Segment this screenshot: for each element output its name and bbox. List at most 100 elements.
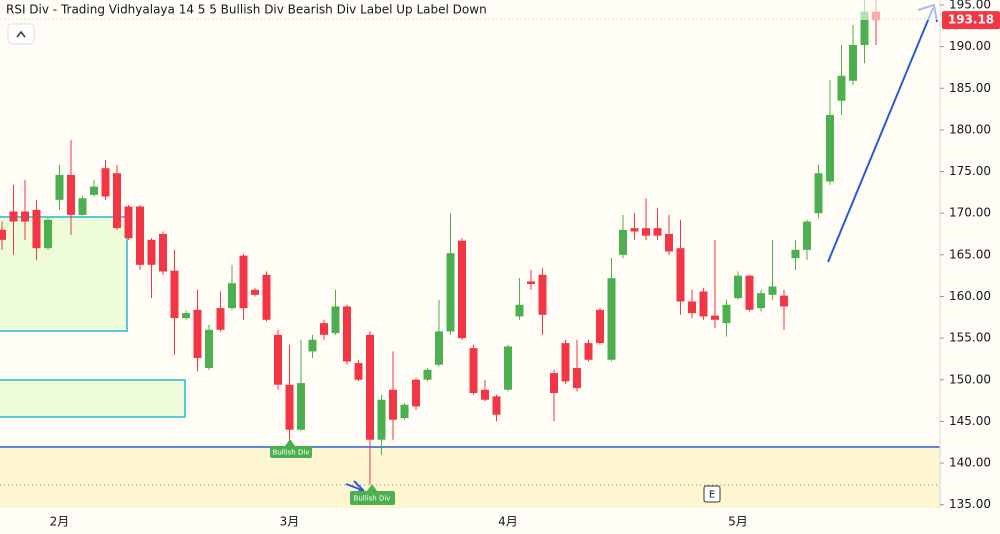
candle-body (423, 369, 432, 380)
candle-body (331, 306, 340, 334)
candle-body (113, 173, 121, 229)
candle-body (320, 323, 328, 335)
candle-body (469, 348, 478, 394)
y-tick-label: 190.00 (949, 39, 991, 53)
x-tick-label: 3月 (280, 515, 300, 529)
corner (940, 508, 1000, 534)
candle-body (860, 11, 869, 45)
candle-body (262, 274, 271, 320)
collapse-button[interactable] (7, 23, 35, 45)
candle-body (642, 228, 650, 236)
y-tick-label: 145.00 (949, 414, 991, 428)
candle-body (32, 209, 41, 249)
candle-body (458, 240, 466, 339)
candle-body (630, 228, 639, 232)
candle-body (653, 228, 662, 236)
candle-body (435, 331, 443, 365)
candle-body (193, 309, 202, 359)
label-pointer (285, 439, 295, 446)
candle-body (515, 304, 524, 317)
y-tick-label: 140.00 (949, 456, 991, 470)
candle-body (826, 114, 834, 182)
candle-body (170, 270, 179, 319)
candle-body (136, 206, 144, 265)
y-tick-label: 170.00 (949, 206, 991, 220)
candle-body (78, 198, 87, 215)
event-marker-box[interactable] (703, 485, 721, 503)
candle-body (527, 281, 535, 284)
candle-body (55, 174, 64, 200)
candle-body (124, 206, 133, 239)
candle-body (366, 334, 374, 440)
label-pointer (367, 484, 377, 491)
y-tick-label: 160.00 (949, 289, 991, 303)
candles (0, 0, 880, 485)
candle-body (377, 399, 386, 440)
candle-body (538, 274, 547, 315)
candle-body (400, 404, 409, 419)
y-tick-label: 185.00 (949, 81, 991, 95)
candle-body (274, 334, 282, 385)
candle-body (596, 309, 604, 344)
candle-body (90, 186, 98, 195)
y-tick-label: 180.00 (949, 122, 991, 136)
y-tick-label: 150.00 (949, 372, 991, 386)
candle-body (803, 221, 811, 250)
annotation: Bullish Div (273, 449, 310, 457)
candle-body (561, 343, 570, 382)
x-tick-label: 2月 (50, 515, 70, 529)
candle-body (780, 295, 788, 307)
x-tick-label: 5月 (728, 515, 748, 529)
y-tick-label: 165.00 (949, 247, 991, 261)
y-tick-label: 135.00 (949, 497, 991, 511)
candle-body (584, 343, 593, 360)
candle-body (573, 368, 581, 389)
y-tick-label: 195.00 (949, 0, 991, 11)
candle-body (711, 315, 719, 320)
candle-body (745, 275, 754, 310)
candle-body (757, 293, 765, 309)
y-tick-label: 175.00 (949, 164, 991, 178)
annotation-box (270, 446, 312, 458)
candle-body (607, 278, 616, 360)
candle-body (504, 346, 512, 390)
title-bg (0, 0, 940, 20)
candle-body (814, 173, 823, 214)
zone (0, 448, 940, 508)
candle-body (228, 283, 236, 309)
candle-body (849, 44, 857, 81)
candle-body (101, 168, 110, 197)
candle-body (251, 289, 259, 295)
candle-body (665, 234, 673, 252)
event-marker[interactable]: E (709, 490, 715, 501)
y-tick-label: 155.00 (949, 331, 991, 345)
collapse-icon[interactable] (16, 30, 26, 38)
candle-body (343, 306, 351, 362)
candle-body (354, 363, 363, 380)
candle-body (446, 253, 455, 332)
candle-body (619, 229, 627, 255)
candle-body (550, 373, 558, 394)
price-tag (942, 11, 1000, 30)
candle-body (205, 329, 213, 369)
candle-body (182, 313, 190, 319)
candle-body (9, 211, 18, 222)
x-tick-label: 4月 (498, 515, 518, 529)
candle-body (21, 211, 29, 222)
chart-title: RSI Div - Trading Vidhyalaya 14 5 5 Bull… (6, 3, 487, 17)
box (0, 216, 128, 332)
candle-body (722, 304, 731, 324)
candle-body (0, 229, 6, 240)
price-tag-label: 193.18 (948, 13, 994, 27)
annotation: Bullish Div (354, 495, 391, 503)
candle-body (216, 308, 225, 330)
candle-body (791, 249, 800, 259)
candle-body (239, 255, 248, 309)
candle-body (44, 219, 52, 249)
candle-body (308, 339, 317, 352)
annotation-box (350, 491, 395, 505)
candle-body (389, 389, 397, 420)
candle-body (67, 174, 75, 215)
arrow (827, 7, 934, 263)
